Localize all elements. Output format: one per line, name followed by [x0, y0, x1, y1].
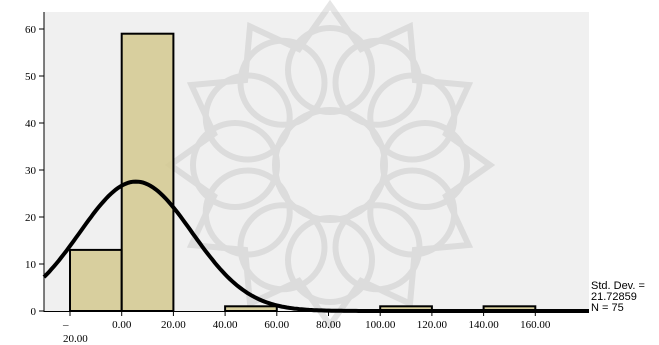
y-axis-ticks: 0 10 20 30 40 50 60 [25, 24, 44, 318]
x-tick-label: 100.00 [365, 319, 396, 331]
histogram-bar [120, 32, 175, 312]
x-tick-label: 60.00 [264, 319, 289, 331]
y-tick-label: 0 [31, 306, 37, 318]
y-tick-label: 40 [25, 118, 37, 130]
watermark-ornament [164, 0, 496, 331]
x-tick-label: – [62, 319, 69, 331]
bar-group [69, 32, 537, 312]
sample-size: N = 75 [591, 302, 624, 314]
y-tick-label: 10 [25, 259, 37, 271]
x-tick-label: 80.00 [316, 319, 341, 331]
y-tick-label: 30 [25, 165, 37, 177]
y-tick-label: 50 [25, 71, 37, 83]
y-tick-label: 60 [25, 24, 37, 36]
histogram-bar [69, 248, 123, 312]
stats-panel: Std. Dev. = 21.72859 N = 75 [591, 281, 645, 314]
x-tick-label: 20.00 [161, 319, 186, 331]
x-tick-label: 20.00 [63, 333, 88, 345]
std-dev-value: 21.72859 [591, 291, 637, 303]
histogram-bar [224, 305, 278, 312]
x-tick-label: 40.00 [213, 319, 238, 331]
x-tick-label: 140.00 [468, 319, 499, 331]
y-tick-label: 20 [25, 212, 37, 224]
x-tick-label: 0.00 [112, 319, 132, 331]
x-tick-label: 160.00 [520, 319, 551, 331]
x-axis-ticks: – 20.00 0.00 20.00 40.00 60.00 80.00 100.00 120.… [62, 311, 551, 345]
x-tick-label: 120.00 [417, 319, 448, 331]
std-dev-label: Std. Dev. = [591, 280, 645, 292]
